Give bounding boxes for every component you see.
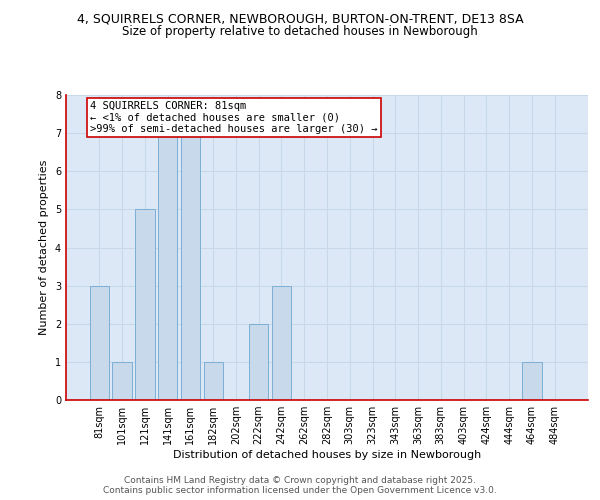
Bar — [249, 324, 268, 400]
Text: 4, SQUIRRELS CORNER, NEWBOROUGH, BURTON-ON-TRENT, DE13 8SA: 4, SQUIRRELS CORNER, NEWBOROUGH, BURTON-… — [77, 12, 523, 26]
Text: Contains HM Land Registry data © Crown copyright and database right 2025.
Contai: Contains HM Land Registry data © Crown c… — [103, 476, 497, 495]
Y-axis label: Number of detached properties: Number of detached properties — [40, 160, 49, 335]
Text: Size of property relative to detached houses in Newborough: Size of property relative to detached ho… — [122, 25, 478, 38]
Bar — [90, 286, 109, 400]
Bar — [272, 286, 291, 400]
X-axis label: Distribution of detached houses by size in Newborough: Distribution of detached houses by size … — [173, 450, 481, 460]
Bar — [203, 362, 223, 400]
Text: 4 SQUIRRELS CORNER: 81sqm
← <1% of detached houses are smaller (0)
>99% of semi-: 4 SQUIRRELS CORNER: 81sqm ← <1% of detac… — [90, 100, 378, 134]
Bar — [181, 133, 200, 400]
Bar — [522, 362, 542, 400]
Bar — [135, 210, 155, 400]
Bar — [112, 362, 132, 400]
Bar — [158, 133, 178, 400]
